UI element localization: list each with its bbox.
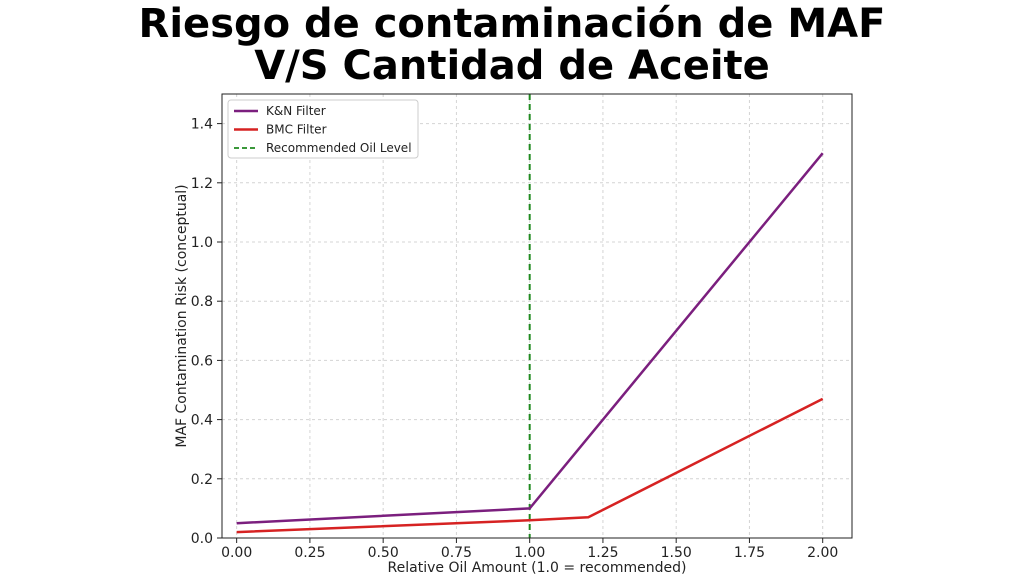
y-tick-label: 0.8 xyxy=(191,294,213,310)
plot-frame xyxy=(221,93,853,539)
y-tick-label: 1.4 xyxy=(191,117,213,133)
x-axis-ticks: 0.00 0.25 0.50 0.75 1.00 1.25 1.50 1.75 2.00 xyxy=(221,538,838,561)
y-axis-ticks: 0.0 0.2 0.4 0.6 0.8 1.0 1.2 1.4 xyxy=(191,117,222,547)
x-tick-label: 0.00 xyxy=(221,545,252,561)
x-tick-label: 2.00 xyxy=(807,545,838,561)
y-tick-label: 1.0 xyxy=(191,235,213,251)
y-axis-label: MAF Contamination Risk (conceptual) xyxy=(174,184,190,447)
x-tick-label: 1.50 xyxy=(661,545,692,561)
y-tick-label: 0.4 xyxy=(191,413,213,429)
chart-title-line-2: V/S Cantidad de Aceite xyxy=(254,43,770,89)
x-axis-label: Relative Oil Amount (1.0 = recommended) xyxy=(388,560,687,576)
x-tick-label: 0.50 xyxy=(368,545,399,561)
y-tick-label: 1.2 xyxy=(191,176,213,192)
y-tick-label: 0.2 xyxy=(191,472,213,488)
x-tick-label: 1.25 xyxy=(587,545,618,561)
x-tick-label: 0.75 xyxy=(441,545,472,561)
y-tick-label: 0.6 xyxy=(191,353,213,369)
legend-entry-label: Recommended Oil Level xyxy=(266,141,412,155)
legend: K&N Filter BMC Filter Recommended Oil Leve… xyxy=(227,99,419,159)
series-line-k-n-filter xyxy=(236,152,824,525)
series-line-bmc-filter xyxy=(236,397,824,534)
series-lines xyxy=(236,152,824,534)
x-tick-label: 1.00 xyxy=(514,545,545,561)
legend-entry-label: BMC Filter xyxy=(266,123,327,137)
x-tick-label: 1.75 xyxy=(734,545,765,561)
x-tick-label: 0.25 xyxy=(294,545,325,561)
legend-box xyxy=(227,99,419,159)
grid-lines xyxy=(222,94,852,539)
legend-entry-label: K&N Filter xyxy=(266,104,326,118)
chart-title-line-1: Riesgo de contaminación de MAF xyxy=(138,1,886,47)
y-tick-label: 0.0 xyxy=(191,531,213,547)
